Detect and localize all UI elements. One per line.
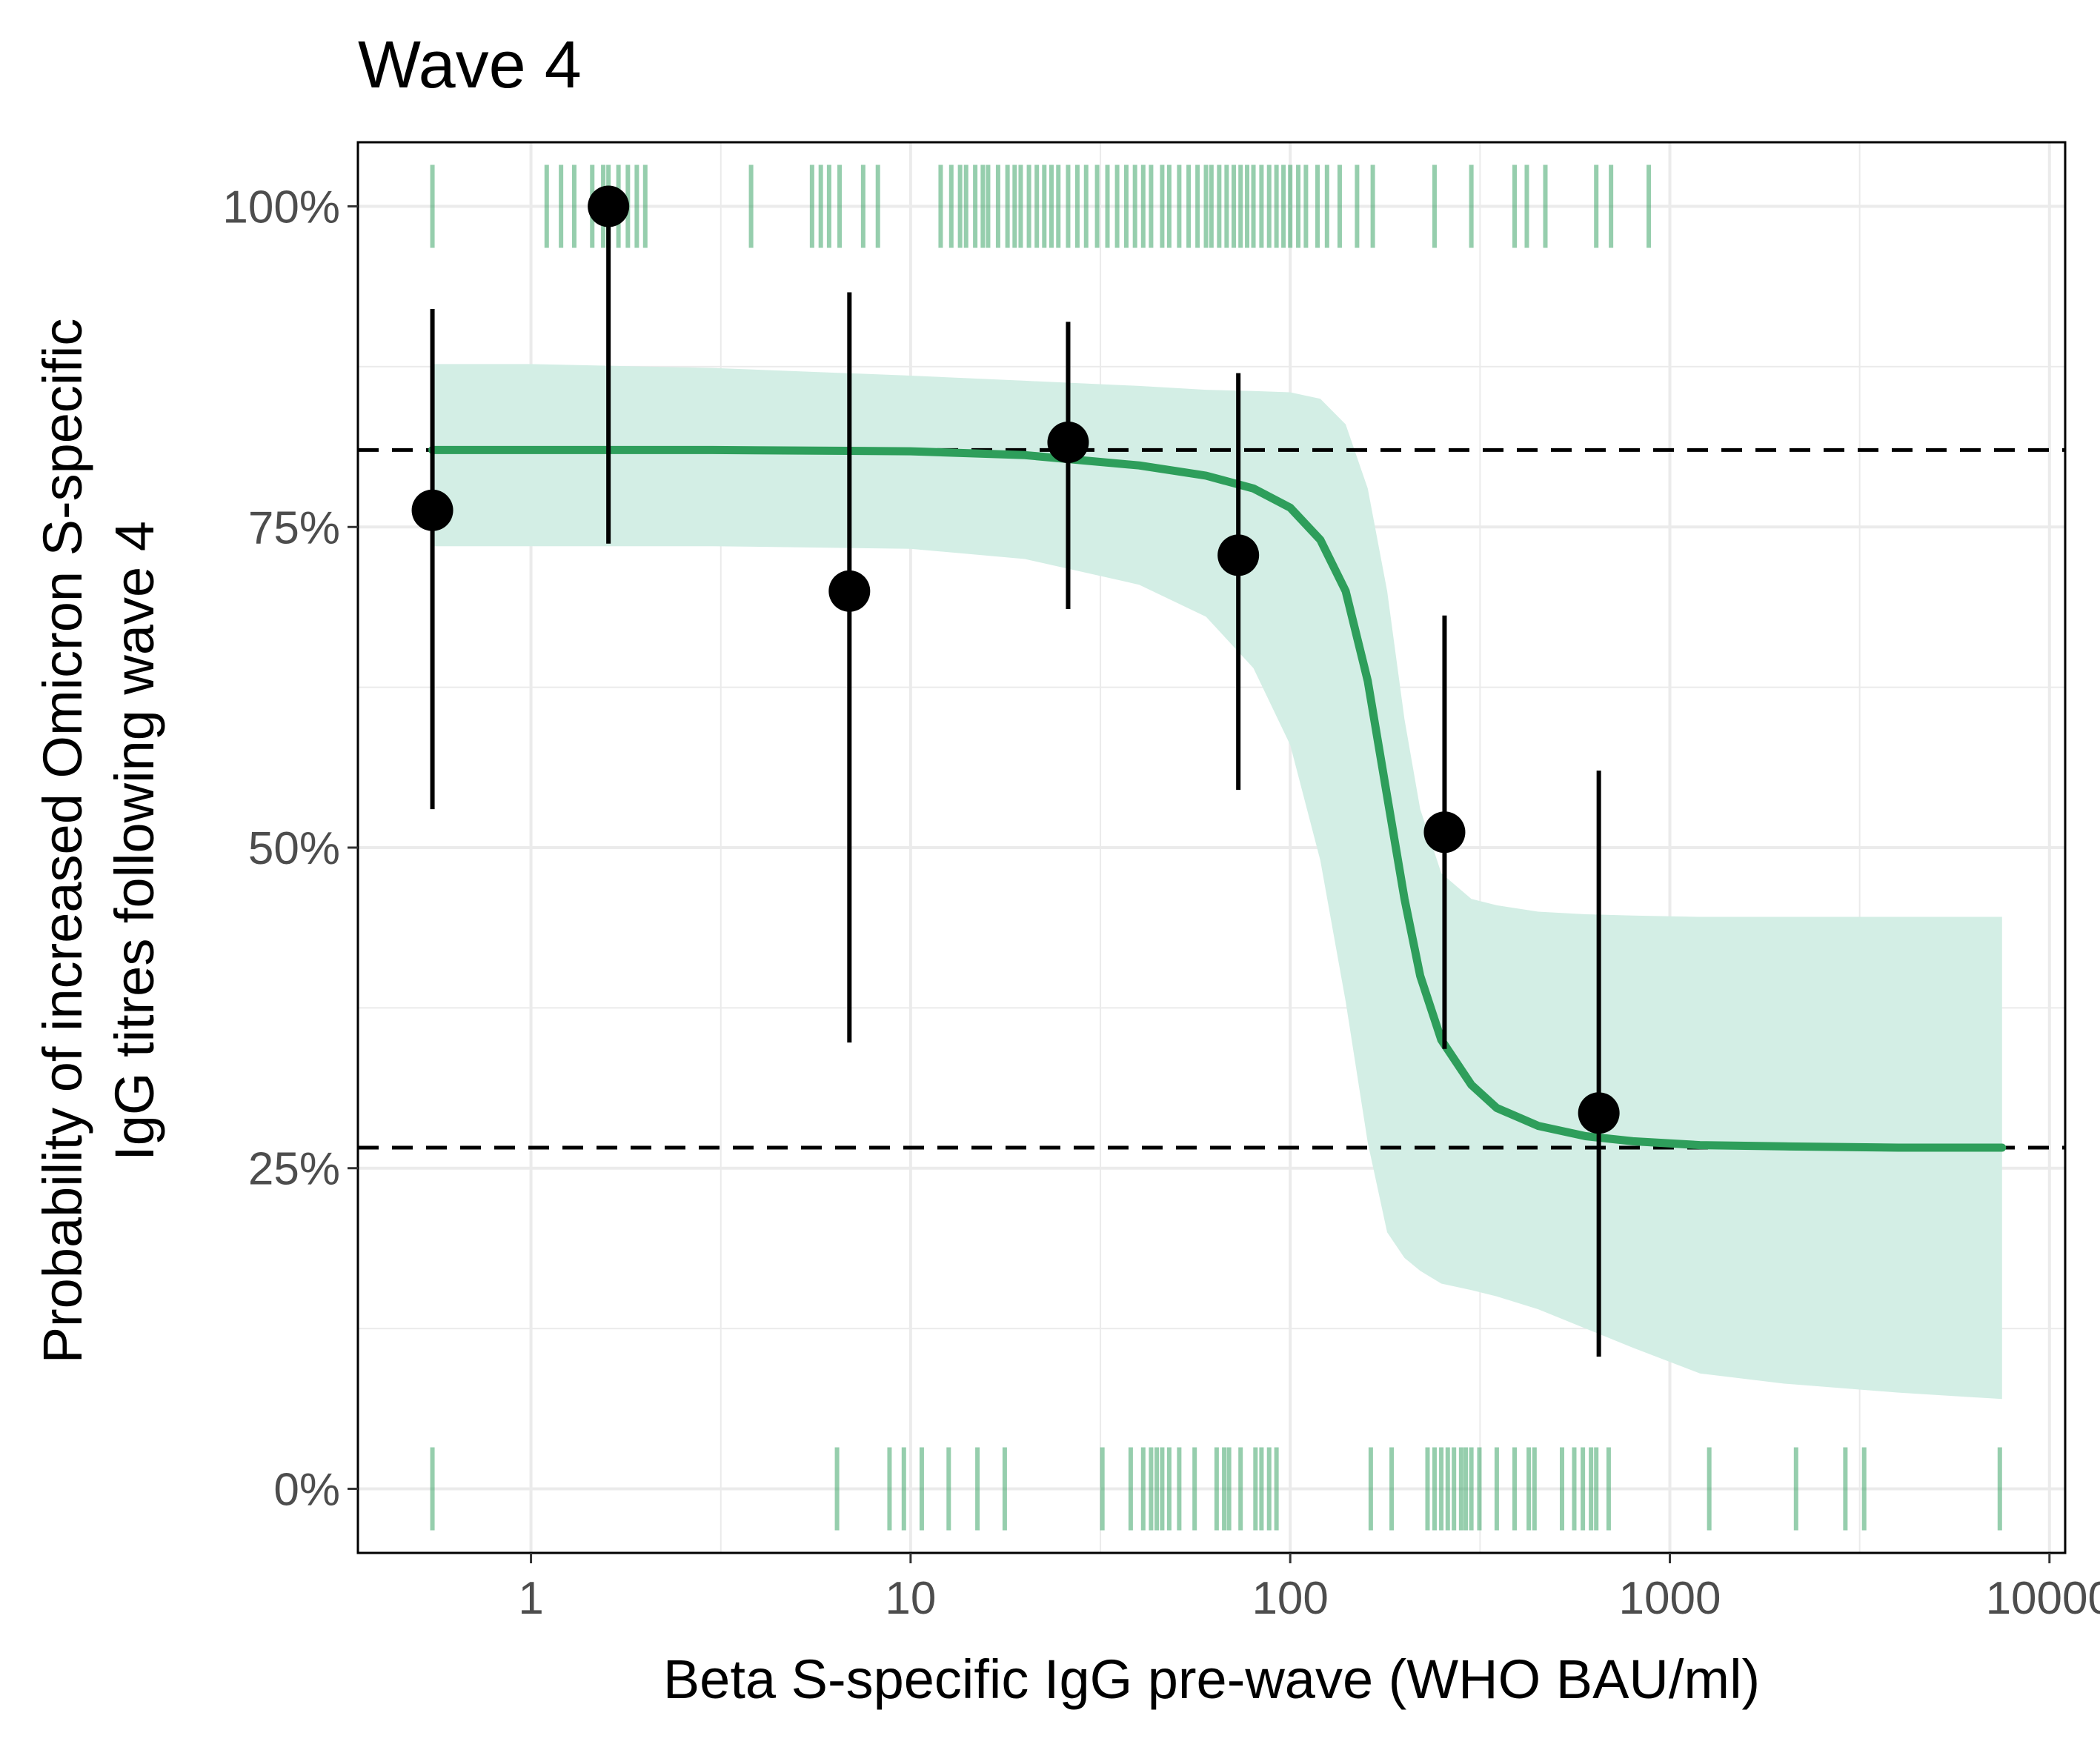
data-point [828, 570, 871, 612]
x-tick-label: 10 [885, 1573, 936, 1624]
y-tick-label: 25% [248, 1144, 340, 1195]
x-tick-label: 100 [1252, 1573, 1328, 1624]
confidence-ribbon [432, 364, 2002, 1400]
fitted-curve [428, 445, 2007, 1152]
grid-minor [358, 142, 2065, 1553]
y-axis-ticks: 0% 25% 50% 75% 100% [222, 182, 358, 1515]
x-tick-label: 1 [518, 1573, 543, 1624]
y-tick-label: 100% [222, 182, 340, 233]
rug-marks [430, 164, 2002, 1531]
data-point [1578, 1092, 1620, 1134]
data-point [1217, 534, 1260, 576]
error-bars [430, 206, 1601, 1357]
y-axis-title-line-1: Probability of increased Omicron S-speci… [32, 319, 93, 1364]
x-axis-title: Beta S-specific IgG pre-wave (WHO BAU/ml… [663, 1648, 1760, 1710]
data-point [1423, 811, 1466, 854]
y-tick-label: 0% [273, 1464, 340, 1515]
chart-title: Wave 4 [358, 28, 582, 102]
y-tick-label: 50% [248, 823, 340, 874]
y-axis-title-line-2: IgG titres following wave 4 [104, 521, 165, 1161]
data-point [1047, 422, 1089, 464]
data-point [588, 185, 630, 227]
x-tick-label: 1000 [1619, 1573, 1721, 1624]
data-point [411, 489, 453, 531]
y-tick-label: 75% [248, 502, 340, 553]
binned-points [411, 185, 1620, 1134]
